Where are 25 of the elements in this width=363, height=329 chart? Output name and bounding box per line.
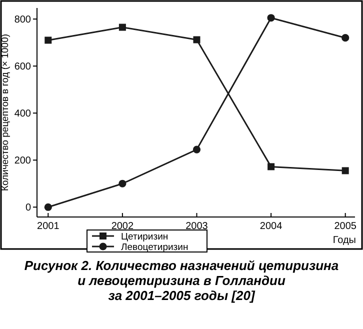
x-tick-label: 2003	[186, 221, 208, 232]
x-tick-label: 2001	[37, 221, 60, 232]
x-axis-title: Годы	[332, 235, 356, 246]
point	[268, 163, 275, 170]
x-tick-label: 2005	[334, 221, 357, 232]
y-tick-label: 800	[14, 14, 32, 26]
point	[44, 203, 52, 211]
point	[342, 34, 350, 42]
point	[342, 167, 349, 174]
text: Рисунок 2. Количество назначений цетиризина и левоцетиризина в Голландии за 2001–2005 годы [20]	[24, 258, 339, 303]
x-tick-label: 2002	[111, 221, 134, 232]
y-tick-label: 0	[25, 202, 32, 214]
y-tick-label: 200	[14, 156, 32, 167]
point	[118, 180, 126, 188]
point	[267, 14, 275, 22]
y-tick-label: 600	[14, 62, 32, 73]
legend-label: Левоцетиризин	[121, 242, 188, 253]
y-tick-label: 400	[14, 108, 32, 120]
point	[44, 36, 52, 44]
x-tick-label: 2004	[260, 221, 283, 232]
point	[118, 24, 126, 31]
y-axis-title: Количество рецептов в год (× 1000)	[0, 34, 11, 192]
legend-label: Цетиризин	[121, 231, 168, 242]
point	[193, 36, 200, 44]
point	[192, 146, 201, 154]
